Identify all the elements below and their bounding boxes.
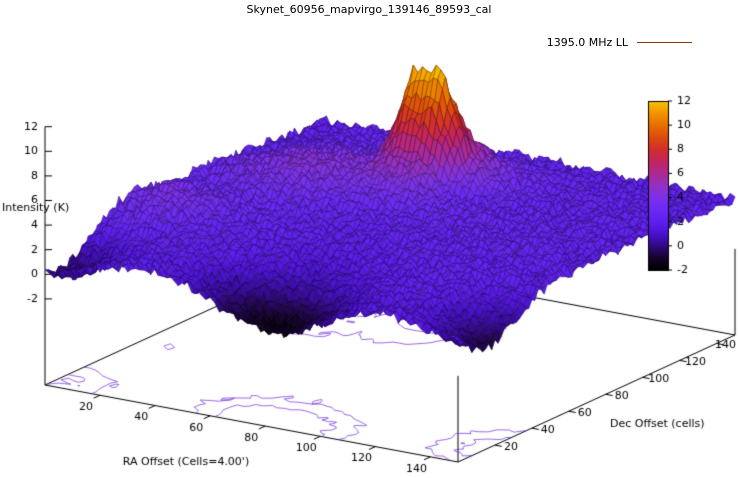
legend-label: 1395.0 MHz LL [546, 36, 628, 49]
legend-line-sample [637, 42, 692, 43]
chart-title: Skynet_60956_mapvirgo_139146_89593_cal [246, 3, 492, 16]
legend: 1395.0 MHz LL [547, 36, 692, 49]
